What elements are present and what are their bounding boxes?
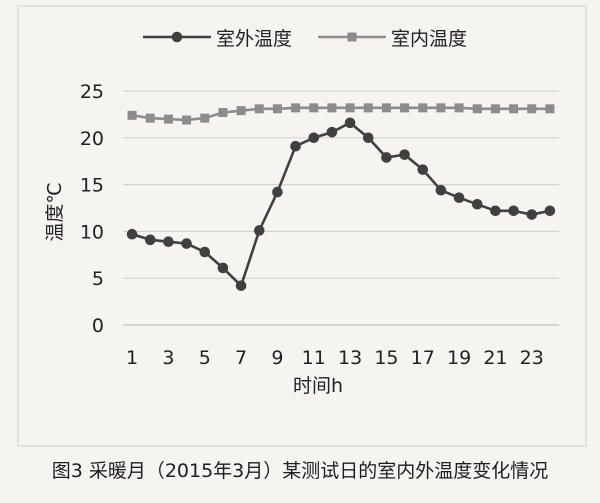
data-point-1-23 — [526, 209, 538, 220]
x-tick-label-5: 5 — [199, 347, 211, 369]
data-point-1-14 — [362, 132, 374, 144]
data-point-2-10 — [291, 103, 301, 113]
data-point-2-24 — [545, 104, 555, 114]
x-axis-tick-labels: 1 3 5 7 9 11 13 15 17 19 21 23 — [126, 347, 544, 369]
data-point-1-6 — [217, 262, 229, 274]
data-point-1-12 — [326, 126, 338, 138]
data-point-2-17 — [418, 103, 428, 113]
data-point-1-24 — [544, 205, 556, 217]
data-point-1-3 — [163, 236, 174, 247]
data-point-1-20 — [471, 198, 483, 210]
data-point-1-11 — [308, 132, 320, 144]
data-point-2-11 — [309, 103, 319, 113]
x-tick-label-21: 21 — [483, 347, 507, 369]
x-tick-label-13: 13 — [338, 347, 362, 369]
y-tick-label-0: 0 — [92, 315, 104, 337]
data-point-2-4 — [182, 115, 192, 125]
data-point-2-16 — [400, 103, 410, 113]
y-tick-label-20: 20 — [80, 128, 104, 150]
figure-caption: 图3 采暖月（2015年3月）某测试日的室内外温度变化情况 — [52, 460, 549, 482]
x-tick-label-19: 19 — [447, 347, 471, 369]
legend: 室外温度 室内温度 — [143, 28, 467, 50]
x-tick-label-7: 7 — [235, 347, 247, 369]
series-1 — [126, 117, 556, 291]
data-point-2-23 — [527, 104, 537, 114]
data-point-2-13 — [345, 103, 355, 113]
y-tick-label-10: 10 — [80, 221, 104, 243]
data-point-2-2 — [145, 113, 155, 123]
data-point-2-14 — [363, 103, 373, 113]
data-point-2-22 — [509, 104, 519, 114]
data-point-2-1 — [127, 110, 137, 120]
x-tick-label-15: 15 — [374, 347, 398, 369]
series-line-2 — [131, 106, 550, 122]
data-point-1-13 — [344, 117, 356, 129]
data-point-2-18 — [436, 103, 446, 113]
data-point-1-19 — [453, 192, 465, 204]
y-axis-tick-labels: 0 5 10 15 20 25 — [80, 81, 104, 337]
data-point-2-9 — [272, 104, 282, 114]
data-point-1-2 — [144, 234, 156, 246]
legend-marker-2 — [347, 32, 357, 42]
x-axis-title: 时间h — [293, 375, 343, 397]
x-tick-label-23: 23 — [520, 347, 544, 369]
data-point-1-9 — [272, 186, 283, 198]
data-point-1-22 — [508, 205, 519, 217]
data-point-1-5 — [199, 246, 211, 258]
data-point-1-10 — [290, 140, 301, 152]
legend-item-2: 室内温度 — [318, 28, 467, 50]
data-point-1-16 — [399, 149, 410, 160]
gridlines — [123, 90, 559, 326]
series-layer — [126, 103, 556, 291]
chart-area-border — [17, 5, 587, 447]
x-tick-label-9: 9 — [271, 347, 283, 369]
y-axis-title: 温度℃ — [44, 182, 66, 241]
legend-item-1: 室外温度 — [143, 28, 292, 50]
legend-label-1: 室外温度 — [216, 28, 292, 50]
x-tick-label-11: 11 — [302, 347, 326, 369]
data-point-2-7 — [236, 106, 246, 116]
data-point-2-15 — [381, 103, 391, 113]
x-tick-label-3: 3 — [162, 347, 174, 369]
y-tick-label-25: 25 — [80, 81, 104, 103]
data-point-1-4 — [181, 238, 192, 249]
data-point-2-12 — [327, 103, 337, 113]
data-point-2-6 — [218, 108, 228, 118]
data-point-2-8 — [254, 104, 264, 114]
data-point-2-3 — [163, 114, 173, 124]
data-point-1-21 — [490, 205, 501, 217]
data-point-1-7 — [235, 280, 247, 291]
data-point-2-21 — [490, 104, 500, 114]
data-point-1-17 — [417, 164, 429, 175]
data-point-1-18 — [435, 184, 447, 196]
data-point-2-20 — [472, 104, 482, 114]
data-point-2-19 — [454, 103, 464, 113]
data-point-1-8 — [253, 225, 265, 236]
legend-label-2: 室内温度 — [391, 28, 467, 50]
data-point-1-1 — [126, 228, 138, 240]
data-point-2-5 — [200, 113, 210, 123]
x-tick-label-1: 1 — [126, 347, 138, 369]
y-tick-label-15: 15 — [80, 175, 104, 197]
legend-marker-1 — [171, 31, 183, 43]
series-2 — [127, 103, 555, 125]
y-tick-label-5: 5 — [92, 268, 104, 290]
x-tick-label-17: 17 — [411, 347, 435, 369]
series-line-1 — [131, 121, 551, 288]
data-point-1-15 — [381, 152, 392, 163]
